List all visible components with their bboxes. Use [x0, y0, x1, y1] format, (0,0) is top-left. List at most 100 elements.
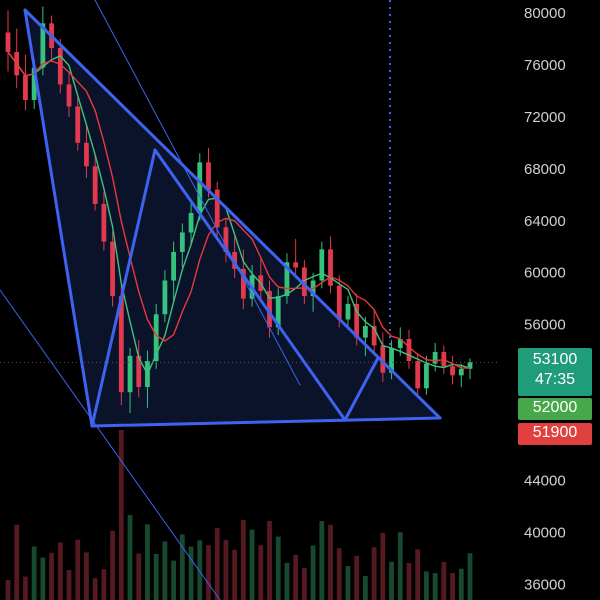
candle-body [162, 280, 168, 315]
y-tick-label: 72000 [524, 109, 566, 126]
wave-line-2 [153, 148, 347, 422]
price-level-badge-red: 51900 [518, 423, 592, 445]
last-price-badge: 53100 47:35 [518, 348, 592, 396]
candle-body [275, 296, 281, 328]
volume-bar [275, 536, 281, 600]
channel-line-outer [0, 289, 221, 600]
volume-bar [31, 546, 37, 600]
candle-body [136, 355, 142, 388]
y-tick-label: 60000 [524, 265, 566, 282]
volume-bar [206, 545, 211, 600]
volume-bar [92, 578, 98, 600]
volume-bar [397, 532, 403, 600]
y-tick-label: 80000 [524, 5, 566, 22]
volume-bar [258, 545, 264, 600]
volume-bar [197, 540, 203, 600]
candle-body [267, 290, 272, 328]
volume-bar [118, 430, 124, 600]
volume-bar [136, 553, 142, 600]
triangle-upper-trendline [23, 8, 442, 420]
candle-body [371, 325, 377, 346]
candle-body [5, 32, 11, 52]
candle-body [214, 189, 220, 228]
candle-body [240, 268, 246, 299]
volume-bar [389, 561, 394, 600]
volume-bar [293, 554, 299, 600]
volume-bar [110, 530, 116, 600]
candle-body [57, 48, 63, 85]
y-axis: 80000 76000 72000 68000 64000 60000 56000 44000… [524, 5, 566, 593]
volume-bar [49, 552, 54, 600]
candle-body [467, 362, 473, 369]
volume-bar [354, 555, 360, 600]
volume-bar [328, 524, 333, 600]
volume-bar [232, 549, 238, 600]
volume-bar [57, 542, 63, 600]
volume-bar [336, 548, 342, 600]
volume-bar [153, 553, 159, 600]
y-tick-label: 56000 [524, 317, 566, 334]
channel-line-inner [94, 0, 301, 386]
candle-body [397, 338, 403, 349]
pattern-lines-layer [0, 0, 500, 600]
moving-average-slow [7, 51, 471, 369]
y-tick-label: 76000 [524, 57, 566, 74]
last-price-value: 53100 [532, 351, 578, 368]
candle-body [458, 368, 464, 376]
candle-body [389, 348, 394, 373]
volume-bar [424, 571, 429, 600]
volume-bar [75, 539, 81, 600]
candle-body [188, 212, 194, 233]
volume-bar [415, 549, 421, 600]
candle-body [345, 303, 351, 320]
y-tick-label: 40000 [524, 524, 566, 541]
price-level-badge-green: 52000 [518, 398, 592, 420]
candle-body [328, 249, 333, 286]
candle-body [319, 249, 325, 281]
volume-bar [66, 570, 72, 600]
candle-body [380, 345, 386, 373]
volume-layer [5, 430, 473, 600]
candle-body [206, 162, 211, 190]
volume-bar [432, 573, 438, 600]
triangle-left-edge [23, 8, 94, 428]
candle-countdown: 47:35 [534, 371, 576, 388]
volume-bar [467, 553, 473, 600]
wave-line-1 [90, 148, 157, 428]
volume-bar [267, 520, 272, 600]
candle-body [284, 262, 290, 297]
volume-bar [101, 569, 107, 600]
volume-bar [249, 529, 255, 600]
candle-body [232, 251, 238, 269]
volume-bar [371, 547, 377, 600]
wave-line-3 [343, 356, 380, 422]
volume-bar [406, 563, 412, 600]
candle-body [293, 262, 299, 268]
candle-body [301, 267, 307, 297]
moving-average-layer [7, 51, 471, 376]
y-tick-label: 68000 [524, 161, 566, 178]
volume-bar [301, 567, 307, 600]
price-level-value: 51900 [532, 424, 578, 441]
candle-body [84, 142, 89, 167]
candle-body [197, 162, 203, 213]
volume-bar [380, 532, 386, 600]
candle-body [354, 303, 360, 338]
candle-body [336, 285, 342, 320]
candle-body [31, 67, 37, 100]
candle-body [66, 84, 72, 107]
candle-body [40, 23, 46, 68]
candle-body [415, 361, 421, 389]
y-tick-label: 64000 [524, 213, 566, 230]
candle-body [118, 296, 124, 393]
candle-body [406, 338, 412, 362]
volume-bar [188, 546, 194, 600]
volume-bar [14, 524, 20, 600]
volume-bar [162, 541, 168, 600]
volume-bar [84, 552, 89, 600]
volume-bar [240, 520, 246, 600]
moving-average-fast [7, 51, 471, 376]
volume-bar [214, 528, 220, 600]
